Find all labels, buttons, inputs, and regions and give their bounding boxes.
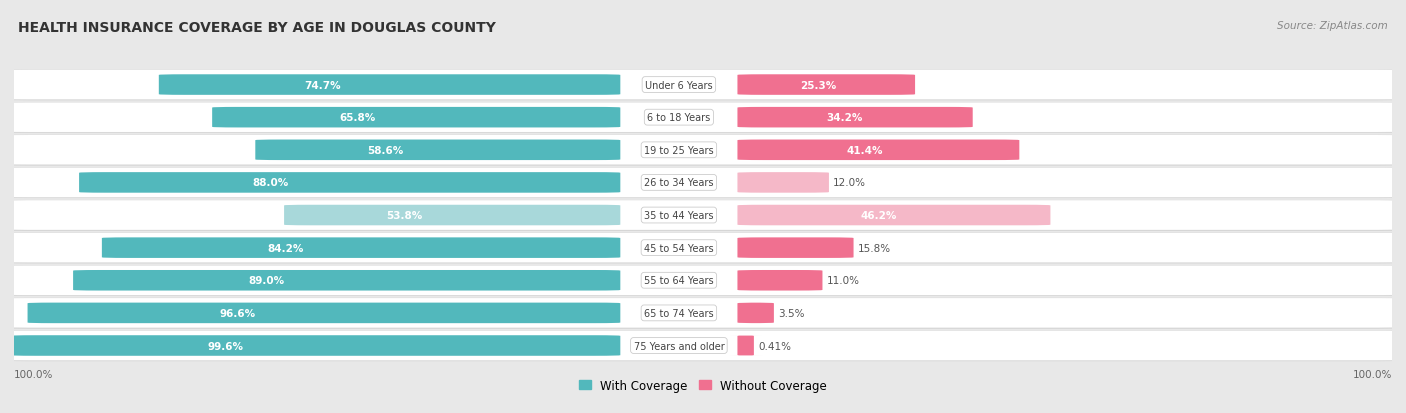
FancyBboxPatch shape xyxy=(7,331,1399,361)
Text: Source: ZipAtlas.com: Source: ZipAtlas.com xyxy=(1277,21,1388,31)
Text: 41.4%: 41.4% xyxy=(846,145,883,155)
FancyBboxPatch shape xyxy=(7,298,1399,328)
FancyBboxPatch shape xyxy=(101,238,620,258)
FancyBboxPatch shape xyxy=(7,168,1399,199)
FancyBboxPatch shape xyxy=(7,70,1399,100)
Text: 100.0%: 100.0% xyxy=(14,369,53,379)
FancyBboxPatch shape xyxy=(738,303,773,323)
FancyBboxPatch shape xyxy=(738,140,1019,161)
Text: 15.8%: 15.8% xyxy=(858,243,891,253)
FancyBboxPatch shape xyxy=(28,303,620,323)
Text: 99.6%: 99.6% xyxy=(208,341,243,351)
FancyBboxPatch shape xyxy=(256,140,620,161)
Text: 89.0%: 89.0% xyxy=(249,275,285,285)
Text: 100.0%: 100.0% xyxy=(1353,369,1392,379)
Text: 0.41%: 0.41% xyxy=(758,341,792,351)
Text: 84.2%: 84.2% xyxy=(267,243,304,253)
Text: 75 Years and older: 75 Years and older xyxy=(634,341,724,351)
Text: Under 6 Years: Under 6 Years xyxy=(645,81,713,90)
Text: 19 to 25 Years: 19 to 25 Years xyxy=(644,145,714,155)
Text: 74.7%: 74.7% xyxy=(304,81,340,90)
FancyBboxPatch shape xyxy=(7,201,1399,230)
FancyBboxPatch shape xyxy=(79,173,620,193)
Text: 25.3%: 25.3% xyxy=(800,81,837,90)
FancyBboxPatch shape xyxy=(7,135,1399,165)
Text: 58.6%: 58.6% xyxy=(367,145,404,155)
FancyBboxPatch shape xyxy=(7,266,1399,296)
Text: HEALTH INSURANCE COVERAGE BY AGE IN DOUGLAS COUNTY: HEALTH INSURANCE COVERAGE BY AGE IN DOUG… xyxy=(18,21,496,35)
FancyBboxPatch shape xyxy=(738,238,853,258)
FancyBboxPatch shape xyxy=(738,75,915,95)
FancyBboxPatch shape xyxy=(7,298,1399,329)
FancyBboxPatch shape xyxy=(738,271,823,291)
Legend: With Coverage, Without Coverage: With Coverage, Without Coverage xyxy=(579,379,827,392)
Text: 12.0%: 12.0% xyxy=(834,178,866,188)
FancyBboxPatch shape xyxy=(10,335,620,356)
FancyBboxPatch shape xyxy=(730,335,762,356)
FancyBboxPatch shape xyxy=(738,205,1050,226)
FancyBboxPatch shape xyxy=(7,331,1399,361)
FancyBboxPatch shape xyxy=(284,205,620,226)
FancyBboxPatch shape xyxy=(7,233,1399,263)
FancyBboxPatch shape xyxy=(7,266,1399,296)
FancyBboxPatch shape xyxy=(7,168,1399,198)
Text: 65.8%: 65.8% xyxy=(339,113,375,123)
FancyBboxPatch shape xyxy=(7,70,1399,101)
FancyBboxPatch shape xyxy=(7,103,1399,133)
FancyBboxPatch shape xyxy=(73,271,620,291)
Text: 11.0%: 11.0% xyxy=(827,275,859,285)
Text: 6 to 18 Years: 6 to 18 Years xyxy=(647,113,710,123)
Text: 55 to 64 Years: 55 to 64 Years xyxy=(644,275,714,285)
FancyBboxPatch shape xyxy=(738,108,973,128)
FancyBboxPatch shape xyxy=(7,103,1399,133)
FancyBboxPatch shape xyxy=(738,173,830,193)
Text: 35 to 44 Years: 35 to 44 Years xyxy=(644,211,714,221)
FancyBboxPatch shape xyxy=(7,201,1399,231)
FancyBboxPatch shape xyxy=(7,135,1399,166)
Text: 88.0%: 88.0% xyxy=(253,178,288,188)
Text: 34.2%: 34.2% xyxy=(825,113,862,123)
FancyBboxPatch shape xyxy=(212,108,620,128)
Text: 53.8%: 53.8% xyxy=(385,211,422,221)
Text: 65 to 74 Years: 65 to 74 Years xyxy=(644,308,714,318)
FancyBboxPatch shape xyxy=(7,233,1399,263)
Text: 26 to 34 Years: 26 to 34 Years xyxy=(644,178,714,188)
FancyBboxPatch shape xyxy=(159,75,620,95)
Text: 45 to 54 Years: 45 to 54 Years xyxy=(644,243,714,253)
Text: 96.6%: 96.6% xyxy=(219,308,254,318)
Text: 3.5%: 3.5% xyxy=(778,308,804,318)
Text: 46.2%: 46.2% xyxy=(860,211,897,221)
